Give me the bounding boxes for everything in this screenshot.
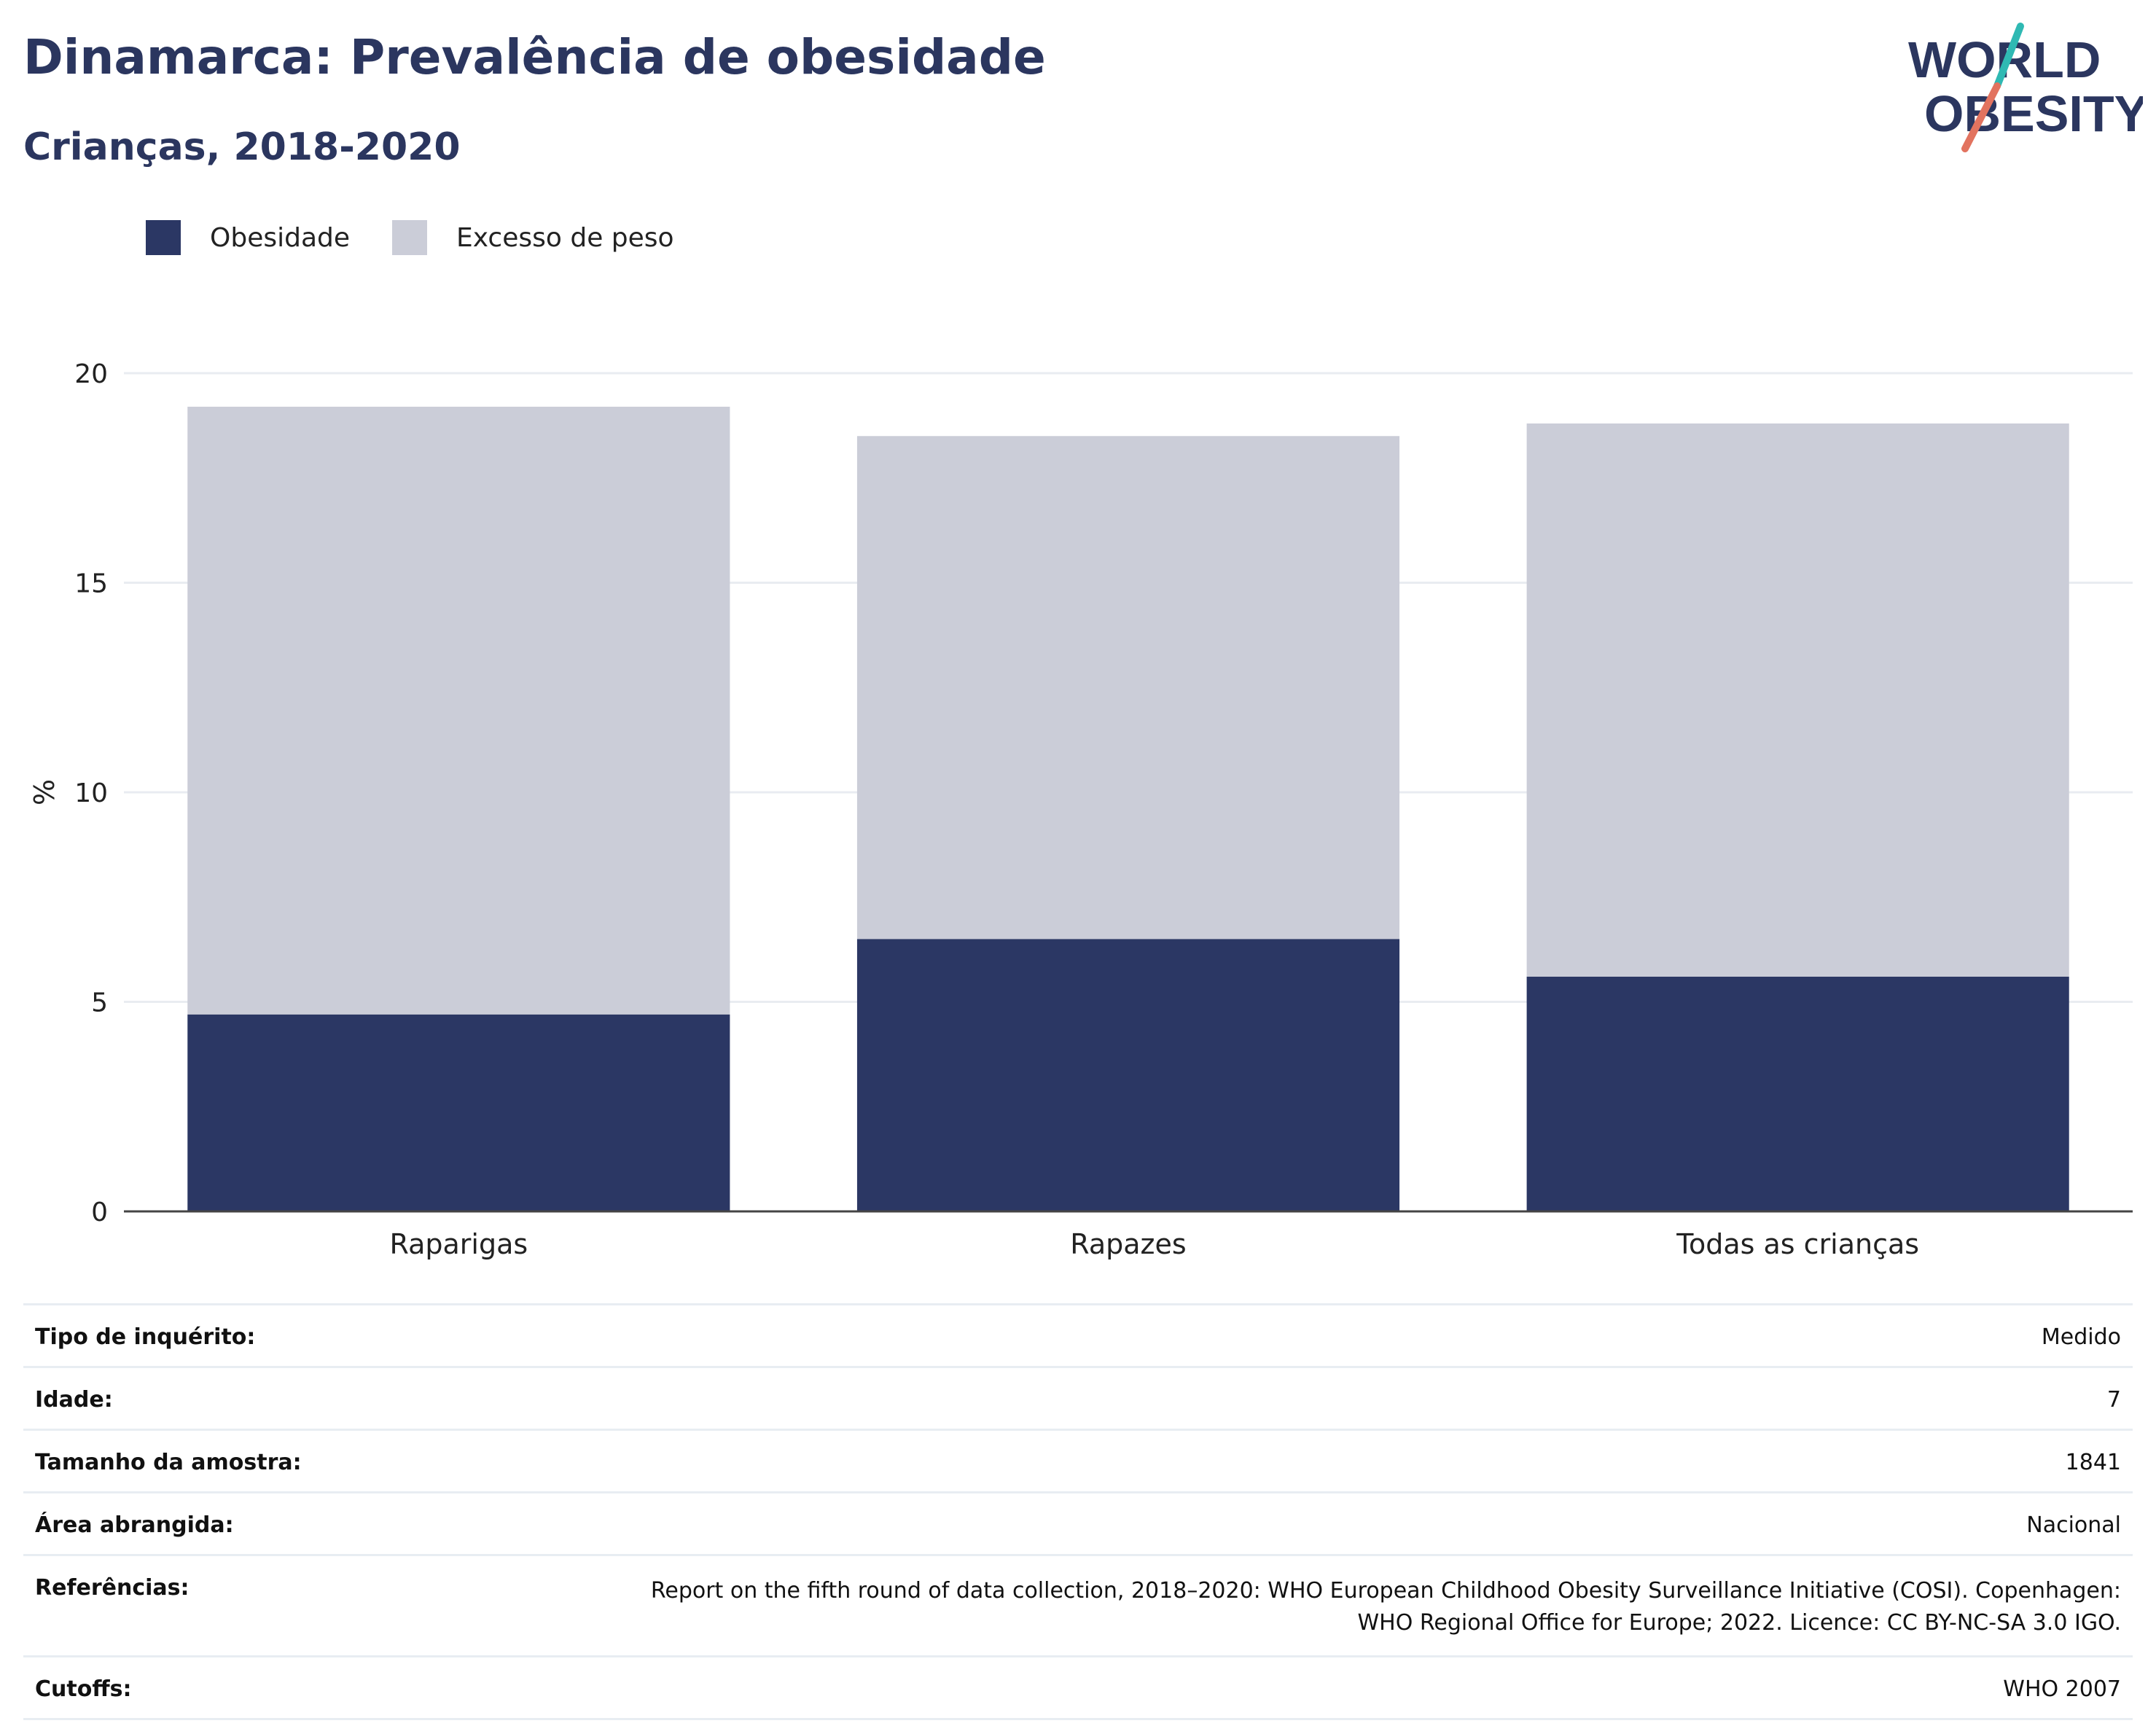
info-value-sample-size: 1841 <box>2065 1450 2121 1475</box>
info-row-survey-type: Tipo de inquérito: Medido <box>23 1303 2133 1366</box>
chart-title: Dinamarca: Prevalência de obesidade <box>23 29 1046 85</box>
legend-label-excesso-de-peso: Excesso de peso <box>456 222 674 253</box>
bar-excesso-de-peso <box>856 436 1400 940</box>
bar-obesidade <box>856 939 1400 1211</box>
info-key-sample-size: Tamanho da amostra: <box>35 1450 302 1475</box>
references-line-2: WHO Regional Office for Europe; 2022. Li… <box>1357 1610 2122 1636</box>
legend-item-obesidade: Obesidade <box>146 220 350 255</box>
info-value-references: Report on the fifth round of data collec… <box>651 1556 2121 1655</box>
y-tick-label: 20 <box>74 359 108 389</box>
bar-obesidade <box>187 1014 730 1211</box>
bar-excesso-de-peso <box>1526 423 2069 977</box>
legend-label-obesidade: Obesidade <box>210 222 351 253</box>
survey-info-table: Tipo de inquérito: Medido Idade: 7 Taman… <box>23 1303 2133 1720</box>
legend-swatch-excesso-de-peso <box>392 220 428 255</box>
info-key-references: Referências: <box>35 1575 190 1601</box>
x-tick-label: Rapazes <box>1070 1228 1186 1260</box>
info-value-survey-type: Medido <box>2041 1324 2121 1350</box>
info-key-cutoffs: Cutoffs: <box>35 1676 132 1702</box>
y-tick-label: 5 <box>91 988 108 1018</box>
info-row-area-covered: Área abrangida: Nacional <box>23 1491 2133 1554</box>
logo-slash-bottom <box>1961 82 2001 152</box>
stacked-bar-chart: 0 5 10 15 20% Raparigas Rapazes Todas as crianç… <box>28 359 2133 1260</box>
bar-obesidade <box>1526 977 2069 1211</box>
chart-subtitle: Crianças, 2018-2020 <box>23 125 461 169</box>
info-row-age: Idade: 7 <box>23 1366 2133 1429</box>
logo-slash-top <box>1993 23 2024 90</box>
chart-legend: Obesidade Excesso de peso <box>146 216 716 259</box>
info-row-cutoffs: Cutoffs: WHO 2007 <box>23 1655 2133 1720</box>
y-tick-label: 10 <box>74 778 108 808</box>
x-tick-label: Raparigas <box>390 1228 528 1260</box>
info-key-area-covered: Área abrangida: <box>35 1512 234 1538</box>
legend-swatch-obesidade <box>146 220 181 255</box>
info-key-age: Idade: <box>35 1387 113 1413</box>
legend-item-excesso-de-peso: Excesso de peso <box>392 220 674 255</box>
bar-excesso-de-peso <box>187 407 730 1015</box>
info-row-sample-size: Tamanho da amostra: 1841 <box>23 1429 2133 1491</box>
logo-word-obesity: OBESITY <box>1924 85 2143 142</box>
world-obesity-logo: WORLD OBESITY <box>1908 23 2143 152</box>
references-line-1: Report on the fifth round of data collec… <box>650 1578 2121 1604</box>
info-value-area-covered: Nacional <box>2026 1512 2121 1538</box>
info-value-cutoffs: WHO 2007 <box>2003 1676 2121 1702</box>
y-axis-label: % <box>28 779 60 805</box>
x-tick-label: Todas as crianças <box>1676 1228 1919 1260</box>
y-tick-label: 0 <box>91 1198 108 1227</box>
y-tick-label: 15 <box>74 569 108 599</box>
info-row-references: Referências: Report on the fifth round o… <box>23 1554 2133 1655</box>
info-key-survey-type: Tipo de inquérito: <box>35 1324 256 1350</box>
info-value-age: 7 <box>2106 1387 2121 1413</box>
